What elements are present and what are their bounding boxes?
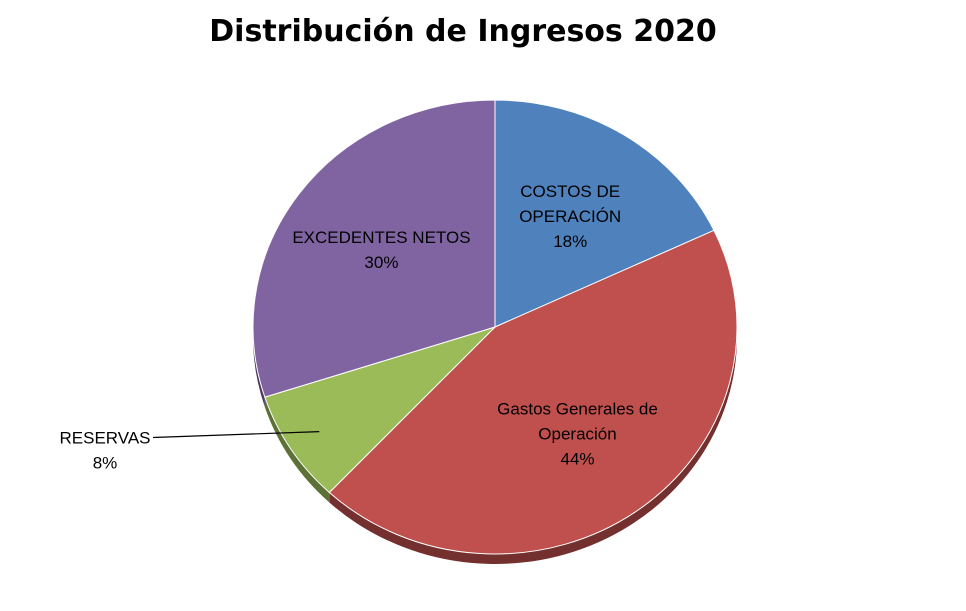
chart-title: Distribución de Ingresos 2020	[209, 14, 717, 49]
pie-slice-0	[494, 99, 715, 328]
slice-label-2: RESERVAS 8%	[59, 429, 150, 473]
slice-label-3: EXCEDENTES NETOS 30%	[292, 228, 470, 272]
pie-slice-rim-2	[264, 397, 330, 503]
pie-slice-3	[252, 99, 496, 398]
slice-label-1: Gastos Generales de Operación 44%	[497, 400, 658, 469]
pie-slice-2	[264, 326, 496, 494]
leader-line-2	[152, 431, 320, 439]
pie-slice-rim-3	[253, 327, 265, 408]
slice-label-0: COSTOS DE OPERACIÓN 18%	[519, 182, 621, 251]
pie-slice-1	[328, 229, 738, 555]
